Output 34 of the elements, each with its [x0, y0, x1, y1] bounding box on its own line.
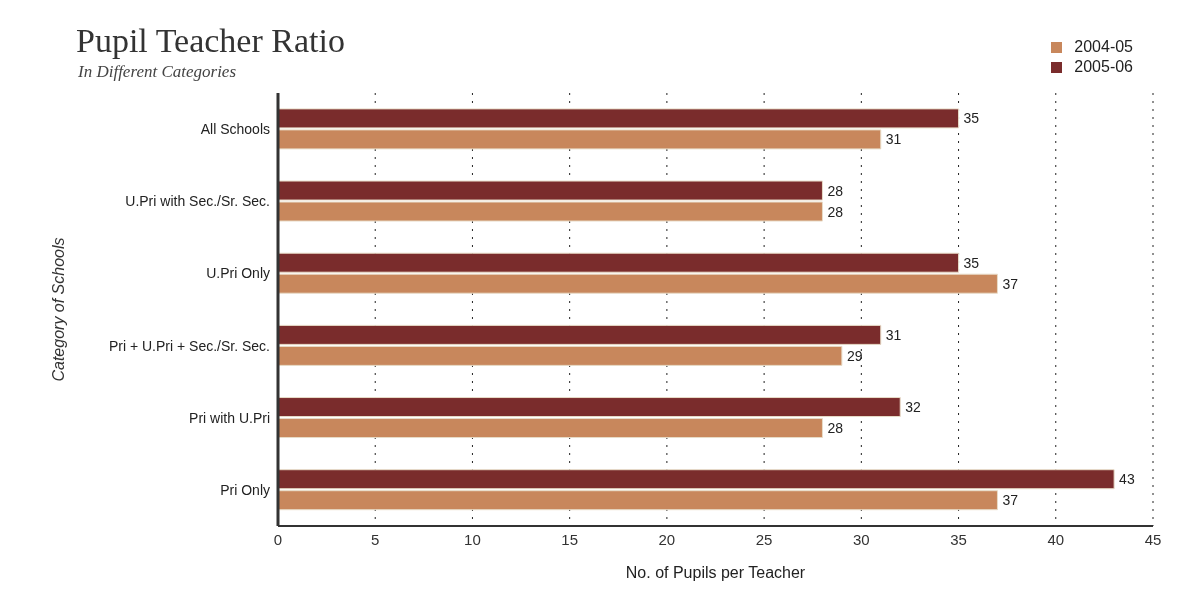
data-label: 28	[827, 203, 844, 220]
data-label: 37	[1002, 275, 1019, 292]
legend-label: 2004-05	[1074, 38, 1133, 56]
x-tick-label: 45	[1144, 530, 1162, 548]
data-label: 37	[1002, 492, 1019, 509]
y-tick-label: Pri + U.Pri + Sec./Sr. Sec.	[108, 337, 270, 354]
x-tick-label: 0	[273, 530, 283, 548]
x-tick-label: 40	[1047, 530, 1065, 548]
y-tick-label: U.Pri Only	[206, 265, 270, 282]
data-label: 43	[1119, 471, 1135, 488]
x-axis-title: No. of Pupils per Teacher	[625, 564, 806, 581]
data-label: 31	[885, 326, 902, 343]
y-tick-label: Pri Only	[220, 481, 270, 498]
y-axis-title: Category of Schools	[49, 237, 67, 382]
data-label: 28	[827, 420, 844, 437]
data-label: 35	[963, 110, 980, 127]
data-label: 29	[846, 347, 863, 364]
data-label: 31	[885, 131, 902, 148]
x-tick-label: 30	[852, 530, 870, 548]
x-tick-label: 15	[561, 530, 579, 548]
x-tick-label: 5	[371, 530, 380, 548]
data-label: 28	[827, 182, 844, 199]
x-tick-label: 25	[755, 530, 773, 548]
data-label: 35	[963, 254, 980, 271]
x-tick-label: 20	[658, 530, 676, 548]
chart-title: Pupil Teacher Ratio	[76, 22, 345, 60]
x-tick-label: 35	[950, 530, 967, 548]
legend-label: 2005-06	[1074, 58, 1133, 76]
chart-subtitle: In Different Categories	[78, 62, 237, 82]
y-tick-label: U.Pri with Sec./Sr. Sec.	[125, 193, 270, 210]
y-tick-label: All Schools	[200, 121, 270, 138]
x-tick-label: 10	[464, 530, 481, 548]
data-label: 32	[905, 399, 922, 416]
y-tick-label: Pri with U.Pri	[189, 409, 270, 426]
